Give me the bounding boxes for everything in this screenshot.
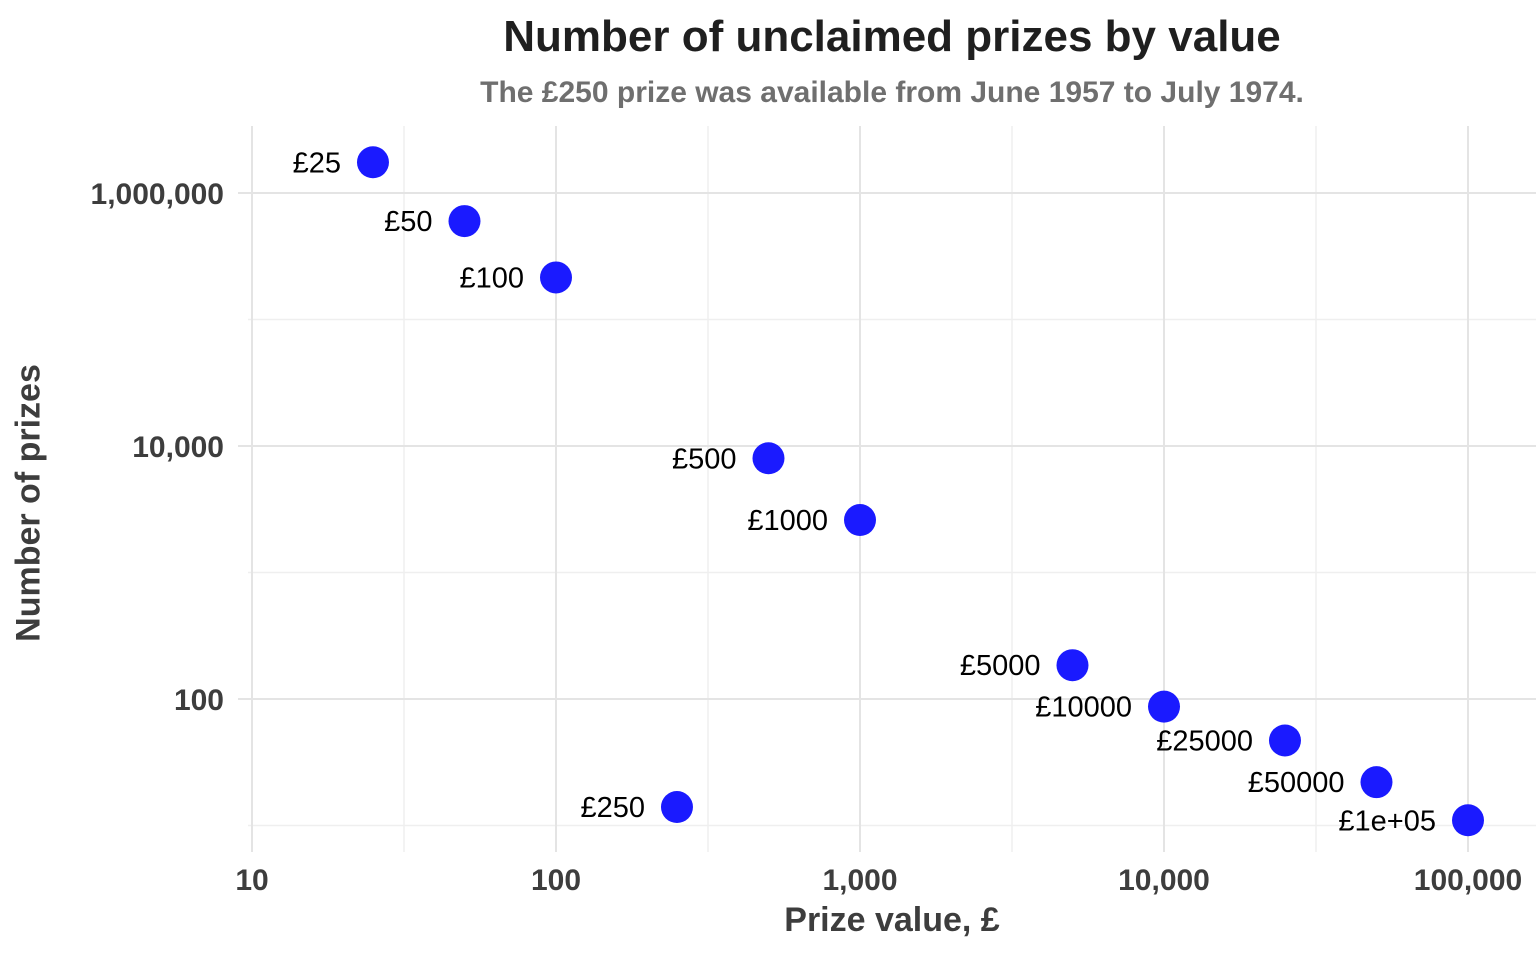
data-point-label: £250	[580, 792, 645, 824]
data-point-label: £25	[293, 147, 341, 179]
data-point-label: £1e+05	[1338, 805, 1436, 837]
chart-subtitle: The £250 prize was available from June 1…	[480, 76, 1304, 109]
data-point-label: £50	[384, 206, 432, 238]
data-point-label: £500	[672, 443, 737, 475]
y-axis-title: Number of prizes	[9, 364, 48, 642]
data-point-label: £50000	[1248, 767, 1345, 799]
x-tick-label: 100,000	[1414, 864, 1522, 897]
x-tick-label: 10	[235, 864, 268, 897]
x-axis-title: Prize value, £	[784, 901, 1000, 939]
data-point-label: £10000	[1035, 692, 1132, 724]
data-point	[1268, 724, 1301, 757]
x-tick-label: 100	[531, 864, 581, 897]
y-tick-label: 10,000	[132, 431, 224, 464]
data-point	[844, 504, 876, 537]
data-point-label: £25000	[1156, 725, 1253, 757]
data-point	[540, 261, 572, 294]
data-point	[356, 146, 389, 179]
data-point	[448, 205, 481, 238]
data-point-label: £100	[459, 262, 524, 294]
data-point-label: £1000	[747, 505, 828, 537]
data-point	[660, 791, 693, 824]
data-point	[1452, 804, 1484, 837]
y-tick-label: 100	[174, 684, 224, 717]
data-point	[1148, 690, 1180, 723]
x-tick-label: 1,000	[822, 864, 897, 897]
y-tick-label: 1,000,000	[91, 178, 224, 211]
x-tick-label: 10,000	[1118, 864, 1210, 897]
chart-title: Number of unclaimed prizes by value	[503, 12, 1281, 61]
data-point	[1360, 766, 1393, 799]
data-point	[1056, 649, 1089, 682]
data-point-label: £5000	[960, 650, 1041, 682]
data-point	[752, 442, 785, 475]
